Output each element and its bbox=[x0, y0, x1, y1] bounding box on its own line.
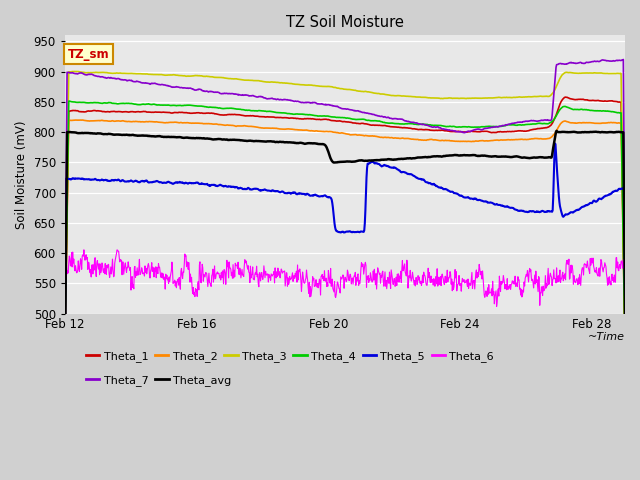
Theta_7 bbox=[620, 57, 627, 62]
Theta_1 bbox=[498, 129, 506, 135]
Theta_3 bbox=[508, 95, 516, 100]
Line: Theta_1: Theta_1 bbox=[65, 97, 625, 347]
Theta_4 bbox=[308, 112, 316, 118]
Theta_avg bbox=[118, 132, 126, 138]
Theta_4 bbox=[499, 123, 506, 129]
Theta_3 bbox=[446, 95, 454, 101]
Theta_5 bbox=[445, 188, 453, 194]
Theta_3 bbox=[621, 324, 629, 329]
Theta_2 bbox=[288, 126, 296, 132]
Y-axis label: Soil Moisture (mV): Soil Moisture (mV) bbox=[15, 120, 28, 228]
Theta_3 bbox=[119, 71, 127, 76]
Theta_avg bbox=[308, 140, 316, 146]
Line: Theta_2: Theta_2 bbox=[65, 120, 625, 353]
Theta_5 bbox=[308, 193, 316, 199]
Theta_avg bbox=[498, 154, 506, 159]
Theta_1 bbox=[308, 116, 316, 122]
Theta_2 bbox=[308, 128, 316, 134]
Theta_7 bbox=[621, 265, 629, 271]
Theta_5 bbox=[551, 141, 559, 146]
Theta_7 bbox=[287, 97, 295, 103]
Theta_5 bbox=[61, 394, 68, 400]
Theta_4 bbox=[288, 111, 296, 117]
Theta_6 bbox=[621, 264, 629, 270]
Theta_4 bbox=[621, 345, 629, 350]
Theta_5 bbox=[118, 177, 126, 183]
Theta_6 bbox=[499, 280, 507, 286]
Theta_3 bbox=[499, 95, 506, 100]
Line: Theta_3: Theta_3 bbox=[65, 72, 625, 326]
Theta_avg bbox=[445, 153, 453, 158]
Theta_6 bbox=[308, 284, 316, 289]
Theta_avg bbox=[287, 140, 295, 145]
Theta_5 bbox=[621, 292, 629, 298]
Theta_4 bbox=[65, 98, 73, 104]
Theta_3 bbox=[61, 323, 68, 329]
Theta_7 bbox=[308, 100, 316, 106]
Theta_4 bbox=[119, 100, 127, 106]
Theta_4 bbox=[508, 122, 516, 128]
Theta_5 bbox=[498, 203, 506, 208]
Theta_5 bbox=[508, 205, 516, 211]
Theta_2 bbox=[61, 349, 68, 355]
Theta_4 bbox=[61, 338, 68, 344]
Theta_1 bbox=[118, 109, 126, 115]
Theta_3 bbox=[71, 69, 79, 74]
Theta_6 bbox=[288, 273, 296, 278]
Theta_1 bbox=[621, 339, 629, 345]
Title: TZ Soil Moisture: TZ Soil Moisture bbox=[286, 15, 404, 30]
Theta_6 bbox=[61, 264, 68, 269]
Theta_1 bbox=[508, 129, 516, 134]
Theta_avg bbox=[621, 311, 629, 316]
Theta_7 bbox=[445, 127, 453, 133]
Theta_7 bbox=[118, 77, 126, 83]
Theta_7 bbox=[508, 120, 516, 126]
Theta_1 bbox=[287, 115, 295, 121]
Text: TZ_sm: TZ_sm bbox=[68, 48, 109, 61]
Theta_5 bbox=[287, 190, 295, 196]
Theta_6 bbox=[446, 269, 454, 275]
Theta_2 bbox=[119, 118, 127, 124]
Theta_3 bbox=[288, 81, 296, 86]
Theta_6 bbox=[119, 259, 127, 265]
Theta_3 bbox=[308, 83, 316, 88]
Legend: Theta_7, Theta_avg: Theta_7, Theta_avg bbox=[81, 370, 236, 390]
Theta_avg bbox=[61, 371, 68, 377]
Line: Theta_5: Theta_5 bbox=[65, 144, 625, 397]
Theta_1 bbox=[61, 344, 68, 350]
Theta_2 bbox=[79, 117, 86, 123]
Theta_4 bbox=[446, 123, 454, 129]
Line: Theta_avg: Theta_avg bbox=[65, 131, 625, 374]
Theta_2 bbox=[499, 137, 506, 143]
Line: Theta_4: Theta_4 bbox=[65, 101, 625, 348]
Line: Theta_7: Theta_7 bbox=[65, 60, 625, 344]
Theta_7 bbox=[498, 123, 506, 129]
Theta_avg bbox=[553, 128, 561, 134]
Theta_6 bbox=[509, 278, 516, 284]
Theta_1 bbox=[445, 129, 453, 134]
Theta_6 bbox=[80, 247, 88, 252]
Theta_avg bbox=[508, 154, 516, 160]
Theta_2 bbox=[508, 137, 516, 143]
Theta_2 bbox=[446, 138, 454, 144]
Theta_7 bbox=[61, 341, 68, 347]
Theta_1 bbox=[562, 94, 570, 100]
Line: Theta_6: Theta_6 bbox=[65, 250, 625, 307]
Text: ~Time: ~Time bbox=[588, 332, 625, 342]
Theta_2 bbox=[621, 350, 629, 356]
Theta_6 bbox=[493, 304, 500, 310]
